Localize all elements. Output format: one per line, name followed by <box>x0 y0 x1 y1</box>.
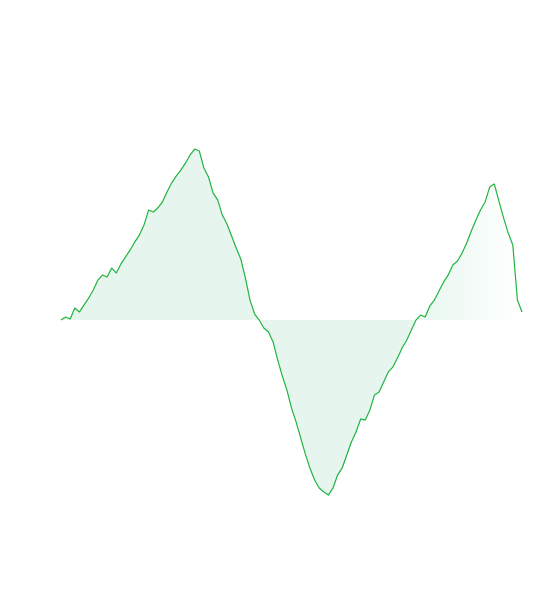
positive-area-fill <box>61 149 522 495</box>
positive-series-line <box>60 148 523 496</box>
series-lines <box>60 148 523 496</box>
area-fills <box>61 149 522 495</box>
